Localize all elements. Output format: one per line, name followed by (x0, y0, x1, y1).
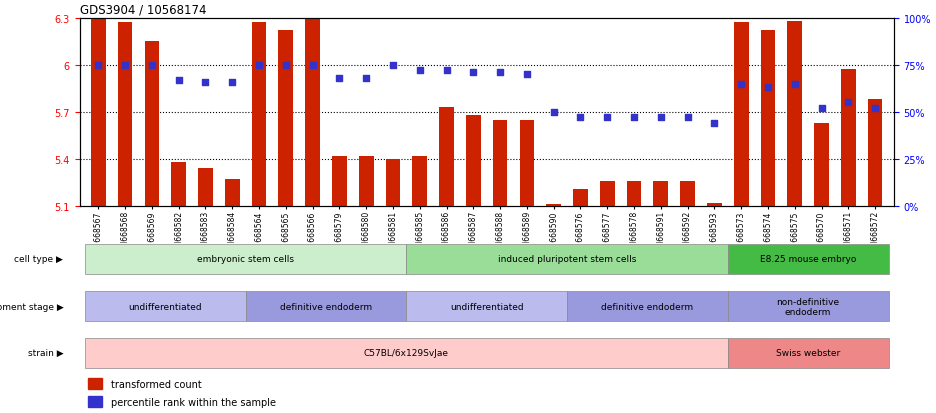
Bar (225, 180, 240, 206)
Bar (358, 157, 373, 206)
Bar (85, 244, 406, 274)
Bar (814, 123, 829, 206)
Bar (278, 31, 293, 206)
Text: definitive endoderm: definitive endoderm (280, 302, 373, 311)
Bar (88, 396, 102, 407)
Point (626, 115, 641, 121)
Text: undifferentiated: undifferentiated (128, 302, 202, 311)
Point (707, 121, 722, 127)
Point (868, 105, 883, 112)
Bar (653, 181, 668, 206)
Point (547, 109, 562, 116)
Point (814, 105, 829, 112)
Point (841, 100, 856, 107)
Bar (413, 157, 427, 206)
Point (492, 70, 507, 76)
Point (412, 68, 427, 74)
Point (600, 115, 615, 121)
Point (171, 77, 186, 84)
Bar (466, 116, 481, 206)
Bar (728, 292, 888, 321)
Bar (492, 120, 507, 206)
Bar (728, 244, 888, 274)
Text: embryonic stem cells: embryonic stem cells (197, 255, 294, 263)
Bar (734, 23, 749, 206)
Bar (85, 292, 245, 321)
Bar (841, 70, 856, 206)
Point (573, 115, 588, 121)
Bar (600, 181, 615, 206)
Text: development stage ▶: development stage ▶ (0, 302, 64, 311)
Bar (787, 22, 802, 206)
Point (519, 72, 534, 78)
Bar (567, 292, 728, 321)
Bar (386, 159, 401, 206)
Text: strain ▶: strain ▶ (28, 349, 64, 357)
Bar (728, 338, 888, 368)
Bar (761, 31, 775, 206)
Point (144, 62, 159, 69)
Text: E8.25 mouse embryo: E8.25 mouse embryo (760, 255, 856, 263)
Bar (680, 181, 695, 206)
Point (787, 81, 802, 88)
Text: induced pluripotent stem cells: induced pluripotent stem cells (498, 255, 636, 263)
Point (332, 76, 347, 82)
Point (198, 79, 213, 86)
Bar (171, 163, 186, 206)
Point (118, 62, 133, 69)
Bar (305, 20, 320, 206)
Bar (627, 181, 641, 206)
Bar (519, 120, 534, 206)
Point (734, 81, 749, 88)
Bar (439, 108, 454, 206)
Point (466, 70, 481, 76)
Bar (868, 100, 883, 206)
Point (305, 62, 320, 69)
Bar (245, 292, 406, 321)
Text: cell type ▶: cell type ▶ (14, 255, 64, 263)
Bar (573, 189, 588, 206)
Bar (91, 20, 106, 206)
Bar (406, 244, 728, 274)
Bar (707, 203, 722, 206)
Point (680, 115, 695, 121)
Text: definitive endoderm: definitive endoderm (601, 302, 694, 311)
Bar (144, 42, 159, 206)
Text: C57BL/6x129SvJae: C57BL/6x129SvJae (364, 349, 449, 357)
Text: percentile rank within the sample: percentile rank within the sample (110, 396, 275, 407)
Point (278, 62, 293, 69)
Point (358, 76, 373, 82)
Point (653, 115, 668, 121)
Text: non-definitive
endoderm: non-definitive endoderm (777, 297, 840, 316)
Bar (118, 23, 133, 206)
Bar (252, 23, 267, 206)
Bar (88, 378, 102, 389)
Point (91, 62, 106, 69)
Bar (198, 169, 212, 206)
Bar (332, 157, 346, 206)
Point (225, 79, 240, 86)
Point (439, 68, 454, 74)
Point (760, 85, 775, 91)
Text: undifferentiated: undifferentiated (450, 302, 523, 311)
Point (386, 62, 401, 69)
Bar (406, 292, 567, 321)
Bar (547, 205, 561, 206)
Text: GDS3904 / 10568174: GDS3904 / 10568174 (80, 3, 206, 16)
Text: Swiss webster: Swiss webster (776, 349, 841, 357)
Point (252, 62, 267, 69)
Bar (85, 338, 728, 368)
Text: transformed count: transformed count (110, 379, 201, 389)
